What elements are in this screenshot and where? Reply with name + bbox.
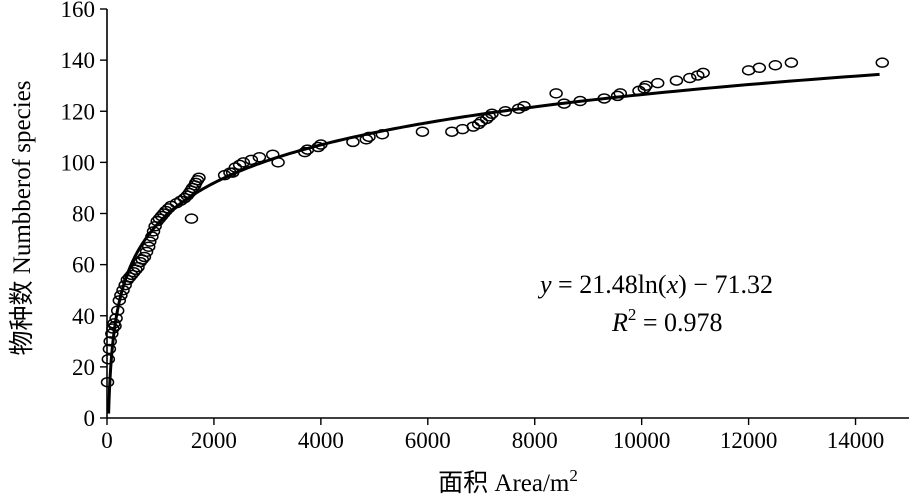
- data-point: [141, 241, 156, 252]
- data-point: [137, 251, 152, 263]
- data-point: [192, 172, 206, 183]
- x-tick-label: 6000: [405, 428, 451, 453]
- data-point: [784, 57, 799, 68]
- data-point: [244, 154, 259, 166]
- x-tick-label: 0: [101, 428, 113, 453]
- y-tick-label: 40: [72, 304, 95, 329]
- data-points: [100, 57, 890, 388]
- x-tick-label: 14000: [827, 428, 885, 453]
- data-point: [768, 59, 783, 71]
- y-tick-label: 20: [72, 355, 95, 380]
- x-tick-label: 8000: [512, 428, 558, 453]
- data-point: [103, 336, 117, 347]
- data-point: [669, 75, 684, 86]
- data-point: [875, 57, 890, 68]
- y-tick-label: 0: [84, 406, 96, 431]
- data-point: [139, 246, 154, 258]
- data-point: [101, 353, 116, 365]
- data-point: [752, 62, 767, 74]
- data-point: [549, 88, 563, 99]
- data-point: [471, 118, 486, 130]
- data-point: [696, 67, 710, 79]
- y-ticks: 0 20 40 60 80 100 120 140 160: [61, 0, 107, 431]
- y-tick-label: 120: [61, 99, 96, 124]
- data-point: [650, 77, 665, 89]
- y-tick-label: 100: [61, 150, 96, 175]
- x-tick-label: 10000: [613, 428, 671, 453]
- data-point: [415, 126, 430, 137]
- axes: [106, 9, 909, 419]
- x-ticks: 0 2000 4000 6000 8000 10000 12000 14000: [101, 418, 884, 453]
- data-point: [683, 72, 697, 84]
- data-point: [236, 157, 251, 168]
- y-tick-label: 140: [61, 48, 96, 73]
- x-axis-title: 面积 Area/m2: [438, 466, 578, 497]
- data-point: [252, 152, 267, 163]
- data-point: [102, 343, 117, 355]
- equation-line-1: y = 21.48ln(x) − 71.32: [537, 270, 773, 299]
- y-tick-label: 80: [72, 202, 95, 227]
- y-axis-title: 物种数 Numbberof species: [8, 81, 36, 356]
- fit-curve: [107, 72, 880, 414]
- data-point: [184, 213, 199, 224]
- x-tick-label: 4000: [298, 428, 344, 453]
- data-point: [232, 159, 247, 171]
- equation-line-2: R2 = 0.978: [611, 305, 723, 337]
- x-tick-label: 12000: [720, 428, 778, 453]
- y-tick-label: 60: [72, 253, 95, 278]
- y-tick-label: 160: [61, 0, 96, 22]
- x-tick-label: 2000: [191, 428, 237, 453]
